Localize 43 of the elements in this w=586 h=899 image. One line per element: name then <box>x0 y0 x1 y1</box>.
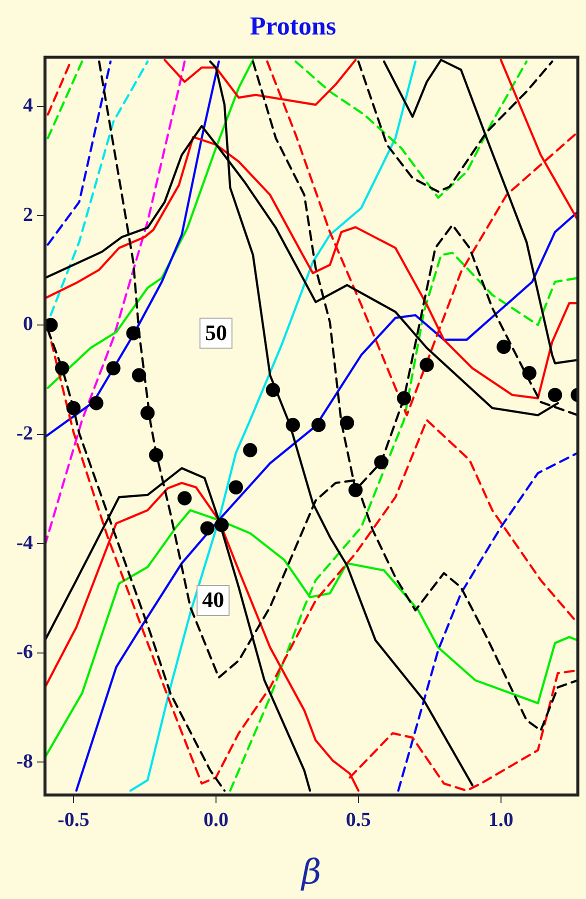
line-series <box>397 452 578 792</box>
point <box>496 340 511 354</box>
point <box>149 448 164 462</box>
point <box>522 366 536 380</box>
point <box>396 391 412 406</box>
point <box>66 400 81 416</box>
y-tick-label: -6 <box>16 641 33 664</box>
point <box>214 518 229 532</box>
point <box>228 480 243 494</box>
point <box>374 455 388 470</box>
line-series <box>50 60 149 316</box>
x-axis-title: β <box>300 852 322 892</box>
y-tick-label: -2 <box>16 422 33 444</box>
annotation: 40 <box>202 587 224 612</box>
point <box>54 361 70 376</box>
point <box>178 491 192 506</box>
line-series <box>294 60 528 199</box>
x-tick-label: 0.5 <box>346 809 371 832</box>
point <box>243 443 258 458</box>
point <box>548 388 562 402</box>
point <box>106 361 120 376</box>
annotation: 50 <box>204 320 227 345</box>
point <box>45 318 58 332</box>
point <box>132 368 146 382</box>
point <box>140 406 155 420</box>
point <box>286 418 300 432</box>
point <box>420 358 434 372</box>
point <box>266 382 280 398</box>
y-tick-label: 4 <box>23 94 33 117</box>
chart-title: Protons <box>250 11 336 40</box>
point <box>348 482 363 498</box>
y-tick-label: -8 <box>16 750 33 772</box>
x-tick-label: -0.5 <box>58 809 90 832</box>
point <box>311 418 326 432</box>
point <box>340 416 354 430</box>
y-tick-label: -4 <box>16 532 33 554</box>
x-tick-label: 1.0 <box>488 809 514 832</box>
y-tick-label: 2 <box>23 204 33 226</box>
point <box>200 521 215 536</box>
x-tick-label: 0.0 <box>203 809 228 832</box>
point <box>126 326 140 340</box>
y-tick-label: 0 <box>23 313 33 336</box>
point <box>89 396 104 410</box>
